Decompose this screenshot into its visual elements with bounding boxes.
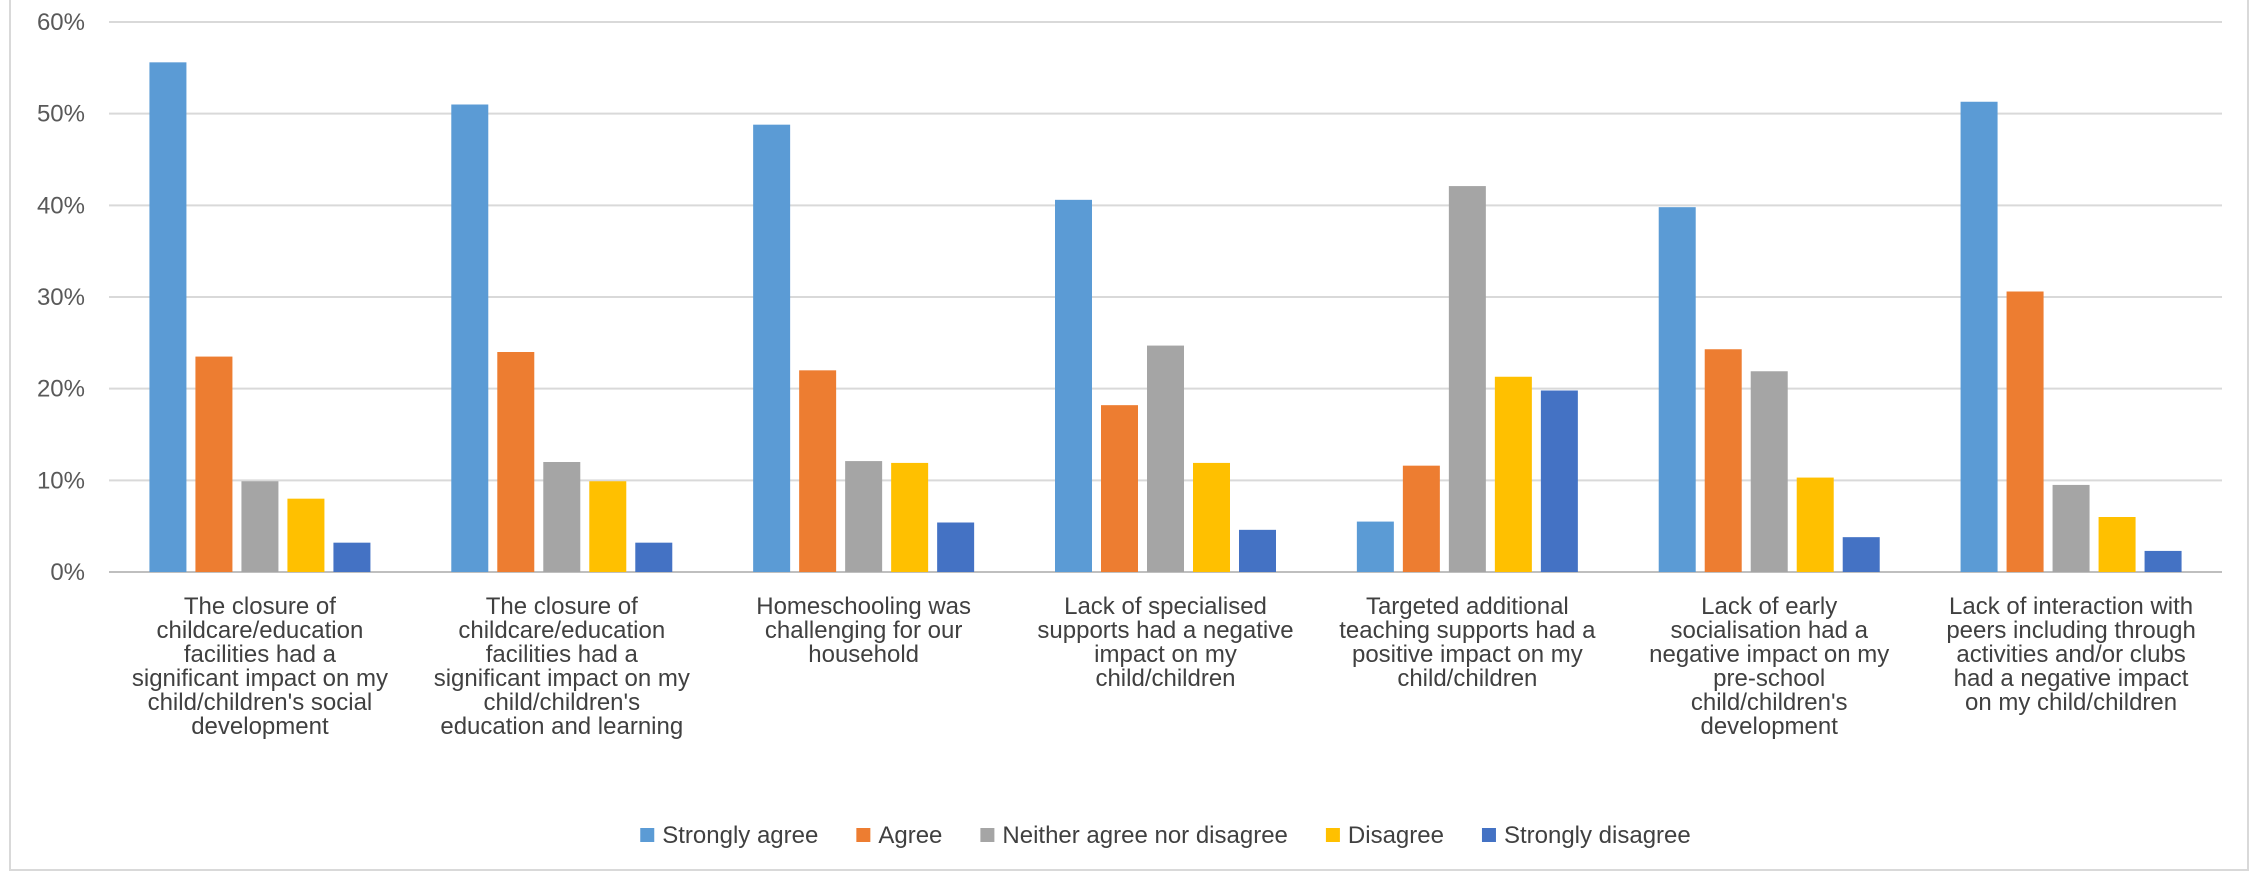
legend-swatch: [1325, 828, 1340, 842]
bar: [543, 462, 581, 572]
bar: [1796, 477, 1834, 572]
y-tick-label: 0%: [50, 559, 85, 586]
bar: [1101, 405, 1138, 572]
legend-swatch: [980, 828, 995, 842]
bar: [937, 522, 975, 572]
bar: [753, 124, 791, 573]
bar: [1704, 349, 1742, 572]
x-category-label: Homeschooling was challenging for our hous…: [756, 593, 971, 668]
bar: [2098, 517, 2136, 572]
bar: [1750, 371, 1788, 572]
bar: [2052, 484, 2090, 572]
x-category-label: Lack of specialised supports had a negati…: [1037, 593, 1293, 692]
legend-label: Agree: [878, 822, 942, 849]
bar: [2144, 550, 2182, 572]
bar: [799, 370, 837, 572]
bar: [451, 104, 489, 572]
legend-item: Disagree: [1325, 822, 1444, 849]
legend-label: Strongly disagree: [1504, 822, 1691, 849]
y-tick-label: 30%: [37, 284, 85, 311]
y-tick-label: 60%: [37, 9, 85, 36]
bar: [287, 498, 325, 572]
legend-swatch: [1481, 828, 1496, 842]
x-category-label: The closure of childcare/education facilit…: [132, 593, 388, 740]
x-category-label: Targeted additional teaching supports had…: [1339, 593, 1596, 692]
y-tick-label: 20%: [37, 376, 85, 403]
legend-swatch: [856, 828, 871, 842]
bar: [1448, 186, 1486, 573]
legend-item: Agree: [856, 822, 942, 849]
bar: [1193, 462, 1230, 572]
bar: [1540, 390, 1578, 572]
y-tick-label: 50%: [37, 101, 85, 128]
bar: [845, 461, 883, 572]
bar: [241, 481, 279, 572]
bar: [497, 352, 535, 572]
bar: [1842, 537, 1880, 572]
bar: [1147, 345, 1184, 572]
legend-item: Strongly disagree: [1481, 822, 1691, 849]
bar: [1658, 207, 1696, 572]
legend-label: Disagree: [1348, 822, 1444, 849]
y-tick-label: 10%: [37, 467, 85, 494]
bar: [1239, 529, 1276, 572]
bar: [635, 542, 673, 572]
x-category-label: Lack of interaction with peers including …: [1946, 593, 2196, 716]
bar: [1356, 521, 1394, 572]
bar: [891, 462, 929, 572]
bar: [589, 481, 627, 572]
x-category-label: Lack of early socialisation had a negative…: [1649, 593, 1889, 740]
x-axis: The closure of childcare/education facilit…: [132, 593, 2196, 740]
bar: [1402, 465, 1440, 572]
legend-label: Neither agree nor disagree: [1002, 822, 1288, 849]
bar: [149, 62, 187, 572]
legend: Strongly agree Agree Neither agree nor dis…: [640, 822, 1691, 849]
bar: [195, 356, 233, 572]
plot-area: [149, 62, 2182, 573]
bar: [1494, 376, 1532, 572]
y-axis: 0% 10% 20% 30% 40% 50% 60%: [37, 9, 85, 586]
bar: [1960, 101, 1998, 572]
bar: [333, 542, 371, 572]
legend-item: Strongly agree: [640, 822, 818, 849]
legend-swatch: [640, 828, 655, 842]
x-category-label: The closure of childcare/education facilit…: [434, 593, 690, 740]
bar: [1055, 199, 1092, 573]
legend-item: Neither agree nor disagree: [980, 822, 1288, 849]
y-tick-label: 40%: [37, 192, 85, 219]
bar: [2006, 291, 2044, 572]
legend-label: Strongly agree: [662, 822, 818, 849]
